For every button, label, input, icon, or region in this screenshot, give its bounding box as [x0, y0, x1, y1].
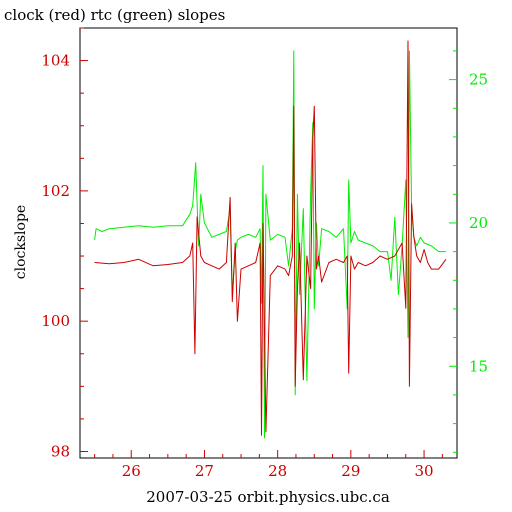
- bottom-tick-label: 29: [341, 462, 360, 480]
- left-tick-label: 102: [41, 182, 70, 200]
- right-tick-label: 15: [469, 357, 488, 375]
- left-axis-ticks: 98 100 102 104: [41, 27, 88, 460]
- right-tick-label: 25: [469, 71, 488, 89]
- left-tick-label: 100: [41, 312, 70, 330]
- bottom-tick-label: 28: [268, 462, 287, 480]
- right-tick-label: 20: [469, 214, 488, 232]
- bottom-tick-label: 26: [122, 462, 141, 480]
- bottom-axis-ticks: 26 27 28 29 30: [94, 450, 443, 480]
- plot-frame: [79, 27, 458, 459]
- left-tick-label: 104: [41, 52, 70, 70]
- series-rtc-line: [94, 50, 446, 439]
- right-axis-ticks: 15 20 25: [449, 50, 488, 453]
- bottom-tick-label: 30: [415, 462, 434, 480]
- series-layer: [94, 40, 447, 439]
- y-axis-label: clockslope: [13, 205, 29, 279]
- x-axis-label: 2007-03-25 orbit.physics.ubc.ca: [146, 488, 390, 506]
- left-tick-label: 98: [51, 442, 70, 460]
- series-clock-line: [94, 40, 447, 436]
- chart-title: clock (red) rtc (green) slopes: [4, 6, 225, 24]
- bottom-tick-label: 27: [195, 462, 214, 480]
